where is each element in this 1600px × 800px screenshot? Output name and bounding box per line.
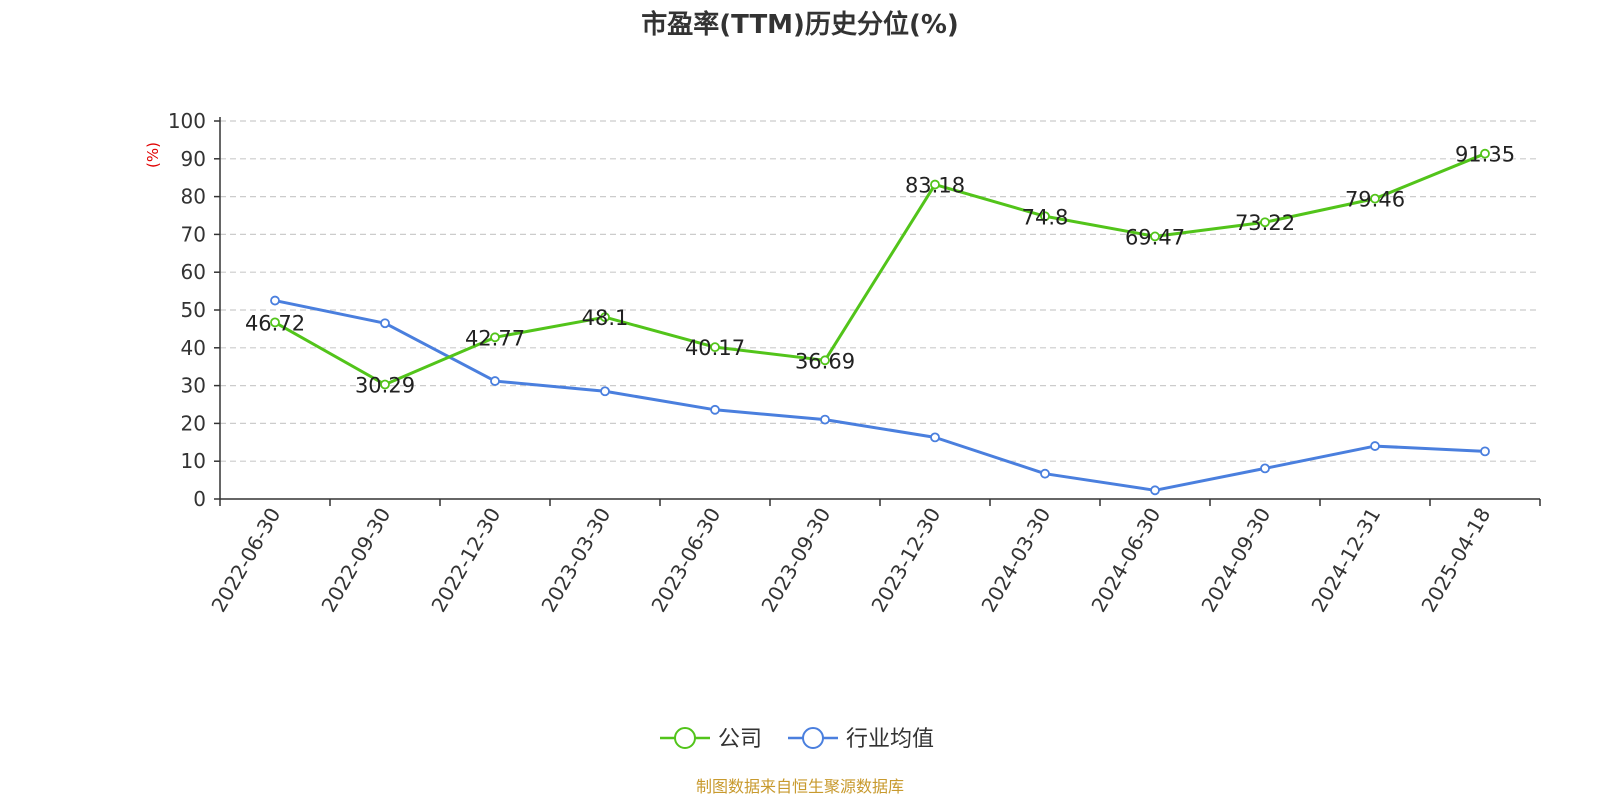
data-label: 30.29 <box>355 374 415 398</box>
y-tick-label: 70 <box>181 222 206 246</box>
company-point <box>1040 211 1050 222</box>
y-tick-label: 80 <box>181 185 206 209</box>
legend-company-label: 公司 <box>718 727 762 752</box>
x-tick-label: 2023-12-30 <box>866 504 945 617</box>
industry-point <box>1480 446 1490 457</box>
company-point <box>1150 231 1160 242</box>
y-tick-label: 20 <box>181 411 206 435</box>
company-point <box>710 342 720 353</box>
data-label: 79.46 <box>1345 188 1405 212</box>
legend-industry-label: 行业均值 <box>846 727 934 752</box>
x-tick-label: 2022-06-30 <box>206 504 285 617</box>
data-label: 83.18 <box>905 174 965 198</box>
y-tick-label: 60 <box>181 260 206 284</box>
legend-industry-marker <box>802 727 824 749</box>
x-tick-label: 2023-03-30 <box>536 504 615 617</box>
y-tick-label: 10 <box>181 449 206 473</box>
y-tick-label: 100 <box>168 109 206 133</box>
industry-point <box>600 386 610 397</box>
x-tick-label: 2023-09-30 <box>756 504 835 617</box>
company-point <box>270 317 280 328</box>
company-line <box>274 152 1486 387</box>
series <box>270 148 1490 496</box>
y-tick-label: 0 <box>193 487 206 511</box>
company-point <box>1480 148 1490 159</box>
y-axis-unit: (%) <box>144 142 162 168</box>
industry-point <box>1260 463 1270 474</box>
company-point <box>490 332 500 343</box>
industry-point <box>1150 485 1160 496</box>
x-tick-label: 2025-04-18 <box>1416 504 1495 617</box>
grid <box>220 120 1540 462</box>
data-label: 73.22 <box>1235 211 1295 235</box>
data-labels: 46.72 30.29 42.77 48.1 40.17 36.69 83.18 74.8 69… <box>245 143 1515 398</box>
industry-point <box>490 376 500 386</box>
y-tick-label: 40 <box>181 336 206 360</box>
legend-company-marker <box>674 727 696 749</box>
data-label: 48.1 <box>582 306 629 330</box>
data-label: 69.47 <box>1125 225 1185 249</box>
y-tick-label: 90 <box>181 147 206 171</box>
industry-point <box>1370 441 1380 451</box>
company-point <box>1370 193 1380 204</box>
legend-item-company[interactable]: 公司 <box>660 727 762 752</box>
x-tick-label: 2024-03-30 <box>976 504 1055 617</box>
industry-point <box>1040 468 1050 479</box>
data-label: 46.72 <box>245 311 305 335</box>
data-label: 91.35 <box>1455 143 1515 167</box>
data-label: 40.17 <box>685 336 745 360</box>
data-source: 制图数据来自恒生聚源数据库 <box>696 777 904 796</box>
company-point <box>820 355 830 366</box>
industry-point <box>270 295 280 306</box>
company-point <box>930 179 940 190</box>
industry-point <box>710 404 720 415</box>
industry-line <box>274 299 1486 492</box>
data-label: 74.8 <box>1022 205 1069 229</box>
x-tick-label: 2022-09-30 <box>316 504 395 617</box>
x-tick-label: 2024-12-31 <box>1306 504 1385 617</box>
x-tick-label: 2024-09-30 <box>1196 504 1275 617</box>
company-point <box>600 312 610 323</box>
company-point <box>380 379 390 390</box>
company-point <box>1260 217 1270 228</box>
legend[interactable]: 公司 行业均值 <box>660 727 934 752</box>
y-tick-label: 50 <box>181 298 206 322</box>
data-label: 42.77 <box>465 326 525 350</box>
y-tick-label: 30 <box>181 374 206 398</box>
industry-point <box>380 318 390 329</box>
industry-point <box>820 414 830 425</box>
legend-item-industry[interactable]: 行业均值 <box>788 727 934 752</box>
x-tick-label: 2024-06-30 <box>1086 504 1165 617</box>
chart-title: 市盈率(TTM)历史分位(%) <box>641 9 959 40</box>
x-tick-label: 2022-12-30 <box>426 504 505 617</box>
industry-point <box>930 432 940 443</box>
x-tick-label: 2023-06-30 <box>646 504 725 617</box>
data-label: 36.69 <box>795 349 855 373</box>
